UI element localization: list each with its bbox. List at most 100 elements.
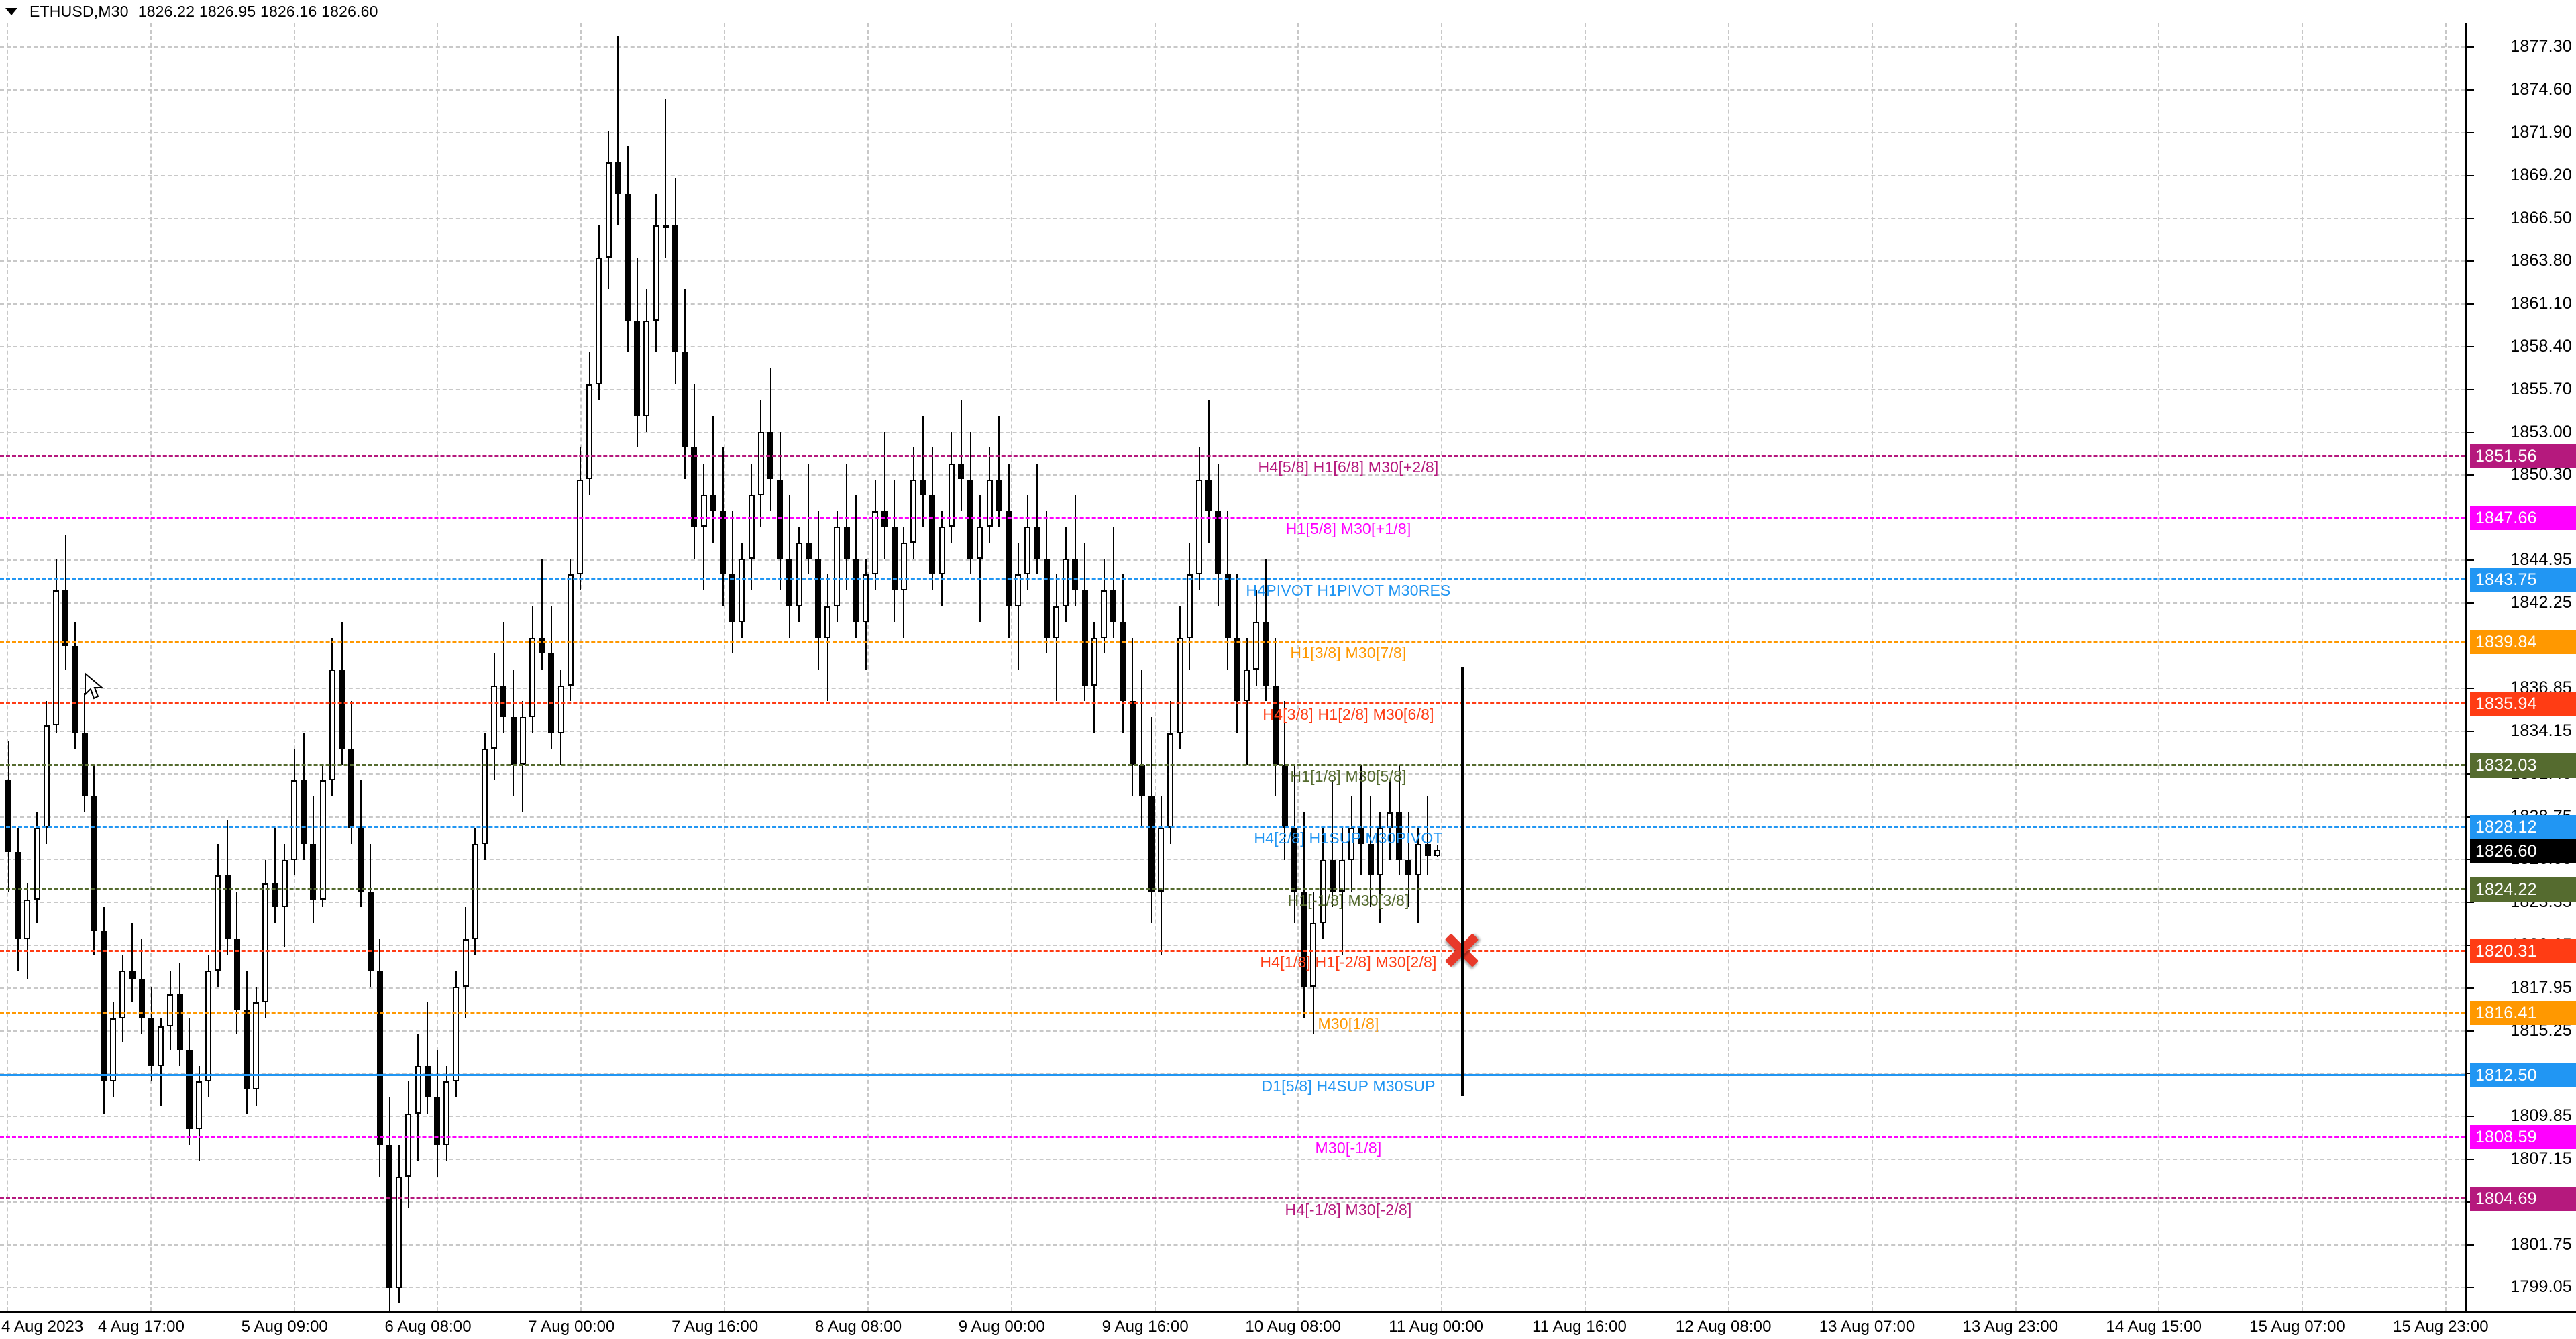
level-tag-1820-31[interactable]: 1820.31 <box>2470 939 2576 964</box>
time-tick-label: 8 Aug 08:00 <box>814 1318 902 1336</box>
time-tick-label: 13 Aug 07:00 <box>1819 1318 1915 1336</box>
candle-body-bullish <box>405 1113 412 1177</box>
grid-line-horizontal <box>0 1116 2465 1118</box>
candle-body-bearish <box>1215 511 1222 575</box>
candle-body-bearish <box>691 447 698 527</box>
candle-wick <box>1036 463 1038 575</box>
level-line-label: H4[1/8] H1[-2/8] M30[2/8] <box>1260 953 1437 971</box>
candle-body-bearish <box>614 162 621 195</box>
price-tick-mark <box>2467 174 2474 176</box>
price-tick-label: 1866.50 <box>2510 208 2572 227</box>
vertical-trade-line <box>1461 667 1464 1096</box>
level-tag-1828-12[interactable]: 1828.12 <box>2470 815 2576 840</box>
time-tick-label: 14 Aug 15:00 <box>2106 1318 2202 1336</box>
candle-body-bearish <box>881 511 888 527</box>
level-line-h4-2-8 <box>0 826 2465 828</box>
grid-line-horizontal <box>0 859 2465 861</box>
candle-body-bearish <box>500 685 507 717</box>
candle-wick <box>131 923 133 1003</box>
candle-body-bullish <box>605 162 612 258</box>
current-price-tag[interactable]: 1826.60 <box>2470 839 2576 864</box>
candle-wick <box>617 35 619 226</box>
grid-line-horizontal <box>0 731 2465 732</box>
candle-body-bullish <box>643 321 650 416</box>
price-tick-mark <box>2467 602 2474 604</box>
candle-body-bullish <box>1101 590 1107 638</box>
level-tag-1832-03[interactable]: 1832.03 <box>2470 753 2576 778</box>
candle-wick <box>1017 543 1019 670</box>
candle-body-bearish <box>424 1065 431 1097</box>
price-axis[interactable]: 1877.30 1874.60 1871.90 1869.20 1866.50 1863.… <box>2465 0 2576 1311</box>
level-tag-1843-75[interactable]: 1843.75 <box>2470 568 2576 592</box>
candle-body-bullish <box>977 527 983 559</box>
level-tag-1824-22[interactable]: 1824.22 <box>2470 877 2576 902</box>
level-tag-1847-66[interactable]: 1847.66 <box>2470 505 2576 530</box>
level-line-h1-neg1-8 <box>0 888 2465 890</box>
level-tag-1804-69[interactable]: 1804.69 <box>2470 1187 2576 1212</box>
time-tick-label: 5 Aug 09:00 <box>241 1318 328 1336</box>
candle-body-bullish <box>1167 733 1174 828</box>
price-tick-mark <box>2467 688 2474 690</box>
candle-wick <box>1246 637 1248 765</box>
candle-body-bullish <box>43 725 50 828</box>
candle-body-bullish <box>1063 558 1069 606</box>
candle-body-bearish <box>777 479 784 559</box>
level-line-label: H1[5/8] M30[+1/8] <box>1285 519 1411 537</box>
candle-wick <box>1360 764 1362 876</box>
candle-body-bearish <box>358 828 364 892</box>
candle-body-bearish <box>301 780 307 844</box>
candle-body-bearish <box>1034 527 1040 559</box>
level-tag-1835-94[interactable]: 1835.94 <box>2470 691 2576 716</box>
price-tick-label: 1861.10 <box>2510 294 2572 313</box>
level-line-label: H1[-1/8] M30[3/8] <box>1287 891 1409 909</box>
grid-line-horizontal <box>0 1030 2465 1032</box>
level-tag-1839-84[interactable]: 1839.84 <box>2470 629 2576 654</box>
candle-body-bearish <box>1224 574 1231 638</box>
grid-line-vertical <box>2158 23 2160 1311</box>
price-tick-label: 1844.95 <box>2510 549 2572 569</box>
grid-line-vertical <box>7 23 8 1311</box>
candle-body-bearish <box>72 645 78 733</box>
candle-body-bullish <box>1320 859 1326 924</box>
candle-body-bullish <box>796 543 802 606</box>
candle-body-bullish <box>472 843 478 939</box>
candle-body-bearish <box>310 843 317 900</box>
candle-body-bearish <box>434 1097 440 1145</box>
level-line-h4pivot <box>0 578 2465 581</box>
price-tick-label: 1807.15 <box>2510 1148 2572 1168</box>
candle-body-bullish <box>1015 574 1022 606</box>
level-line-label: H4[-1/8] M30[-2/8] <box>1285 1201 1412 1219</box>
candle-body-bullish <box>1348 828 1355 860</box>
grid-line-horizontal <box>0 474 2465 476</box>
ohlc-values: 1826.22 1826.95 1826.16 1826.60 <box>138 2 378 20</box>
grid-line-horizontal <box>0 944 2465 946</box>
candle-body-bearish <box>339 670 345 749</box>
price-tick-mark <box>2467 1244 2474 1246</box>
candle-body-bullish <box>443 1081 450 1145</box>
level-line-label: M30[1/8] <box>1318 1015 1379 1033</box>
level-tag-1816-41[interactable]: 1816.41 <box>2470 1001 2576 1026</box>
candle-body-bearish <box>1291 828 1297 892</box>
candle-body-bullish <box>824 606 831 638</box>
price-tick-mark <box>2467 902 2474 904</box>
grid-line-vertical <box>150 23 152 1311</box>
candle-body-bearish <box>1129 701 1136 765</box>
level-line-d1-5-8 <box>0 1073 2465 1076</box>
grid-line-horizontal <box>0 174 2465 176</box>
candle-body-bullish <box>319 780 326 900</box>
candle-body-bullish <box>262 883 269 1003</box>
level-tag-1808-59[interactable]: 1808.59 <box>2470 1124 2576 1149</box>
candle-wick <box>846 463 848 590</box>
candle-body-bullish <box>900 543 907 590</box>
triangle-down-icon[interactable] <box>5 7 17 15</box>
candle-body-bullish <box>119 970 126 1018</box>
grid-line-horizontal <box>0 431 2465 433</box>
candle-body-bullish <box>739 558 745 623</box>
chart-plot-area[interactable]: H4[5/8] H1[6/8] M30[+2/8] H1[5/8] M30[+1/… <box>0 23 2465 1311</box>
level-line-h1-1-8 <box>0 764 2465 767</box>
candle-body-bullish <box>1253 622 1260 670</box>
candle-wick <box>1417 828 1419 924</box>
time-axis[interactable]: 4 Aug 2023 4 Aug 17:00 5 Aug 09:00 6 Aug 08… <box>0 1311 2576 1339</box>
level-tag-1812-50[interactable]: 1812.50 <box>2470 1063 2576 1087</box>
level-tag-1851-56[interactable]: 1851.56 <box>2470 443 2576 468</box>
